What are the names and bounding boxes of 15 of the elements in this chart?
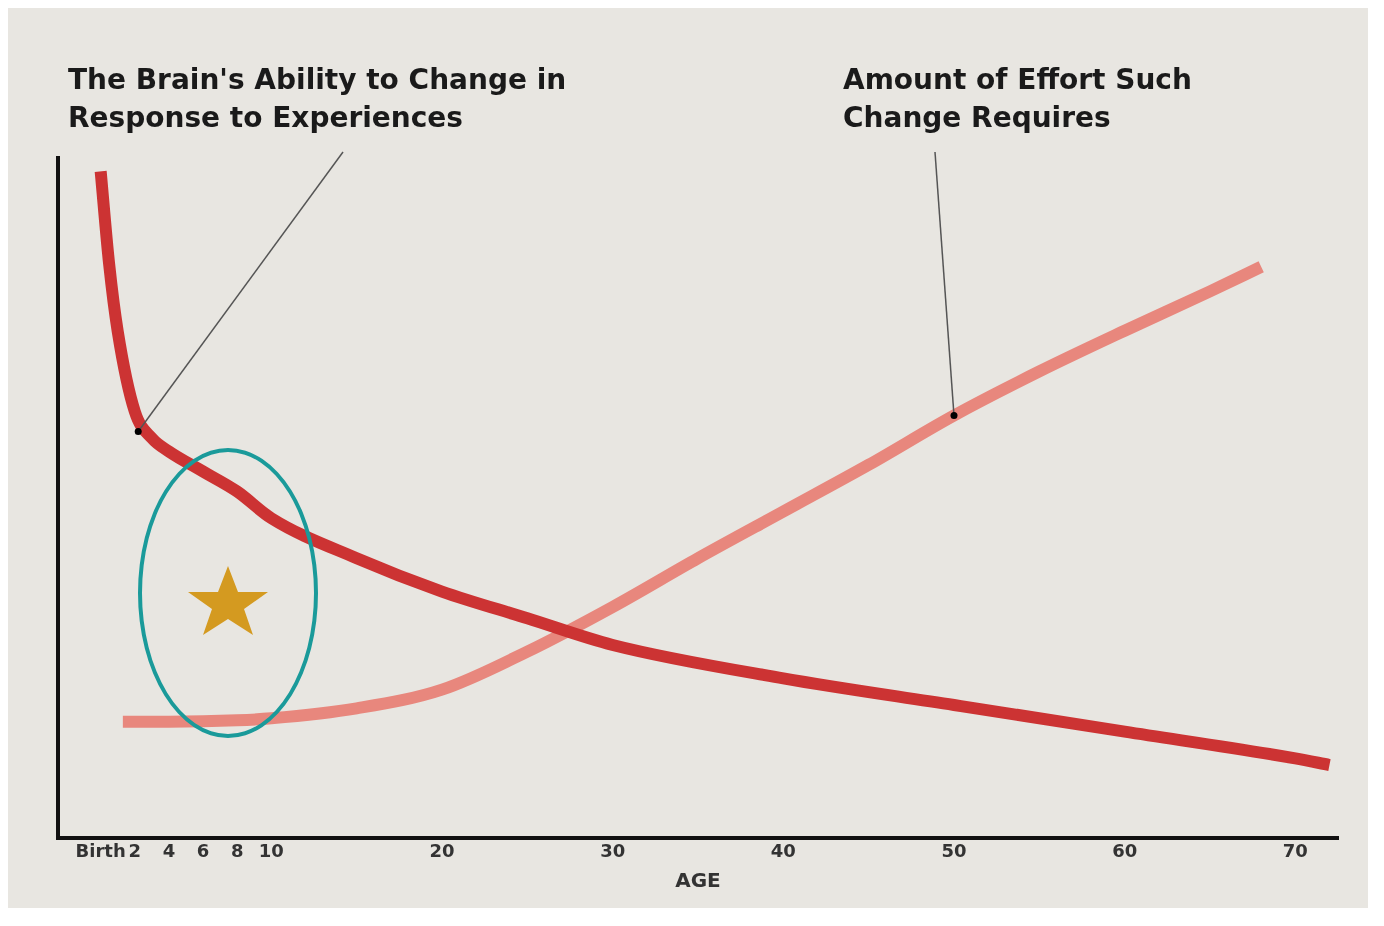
x-tick-label: 4: [162, 839, 176, 861]
x-tick-label: 2: [128, 839, 142, 861]
x-tick-label: 10: [258, 839, 284, 861]
annotation: Amount of Effort Such Change Requires: [843, 63, 1192, 135]
x-tick-label: 40: [770, 839, 796, 861]
x-axis-title: AGE: [675, 868, 721, 893]
x-tick-label: 8: [230, 839, 244, 861]
annotation: The Brain's Ability to Change in Response to Experiences: [68, 63, 567, 135]
x-tick-label: 30: [600, 839, 626, 861]
x-tick-label: 50: [941, 839, 967, 861]
x-tick-label: 70: [1282, 839, 1308, 861]
x-tick-label: Birth: [75, 839, 126, 861]
x-tick-label: 20: [429, 839, 455, 861]
x-tick-label: 6: [196, 839, 210, 861]
x-tick-label: 60: [1112, 839, 1138, 861]
